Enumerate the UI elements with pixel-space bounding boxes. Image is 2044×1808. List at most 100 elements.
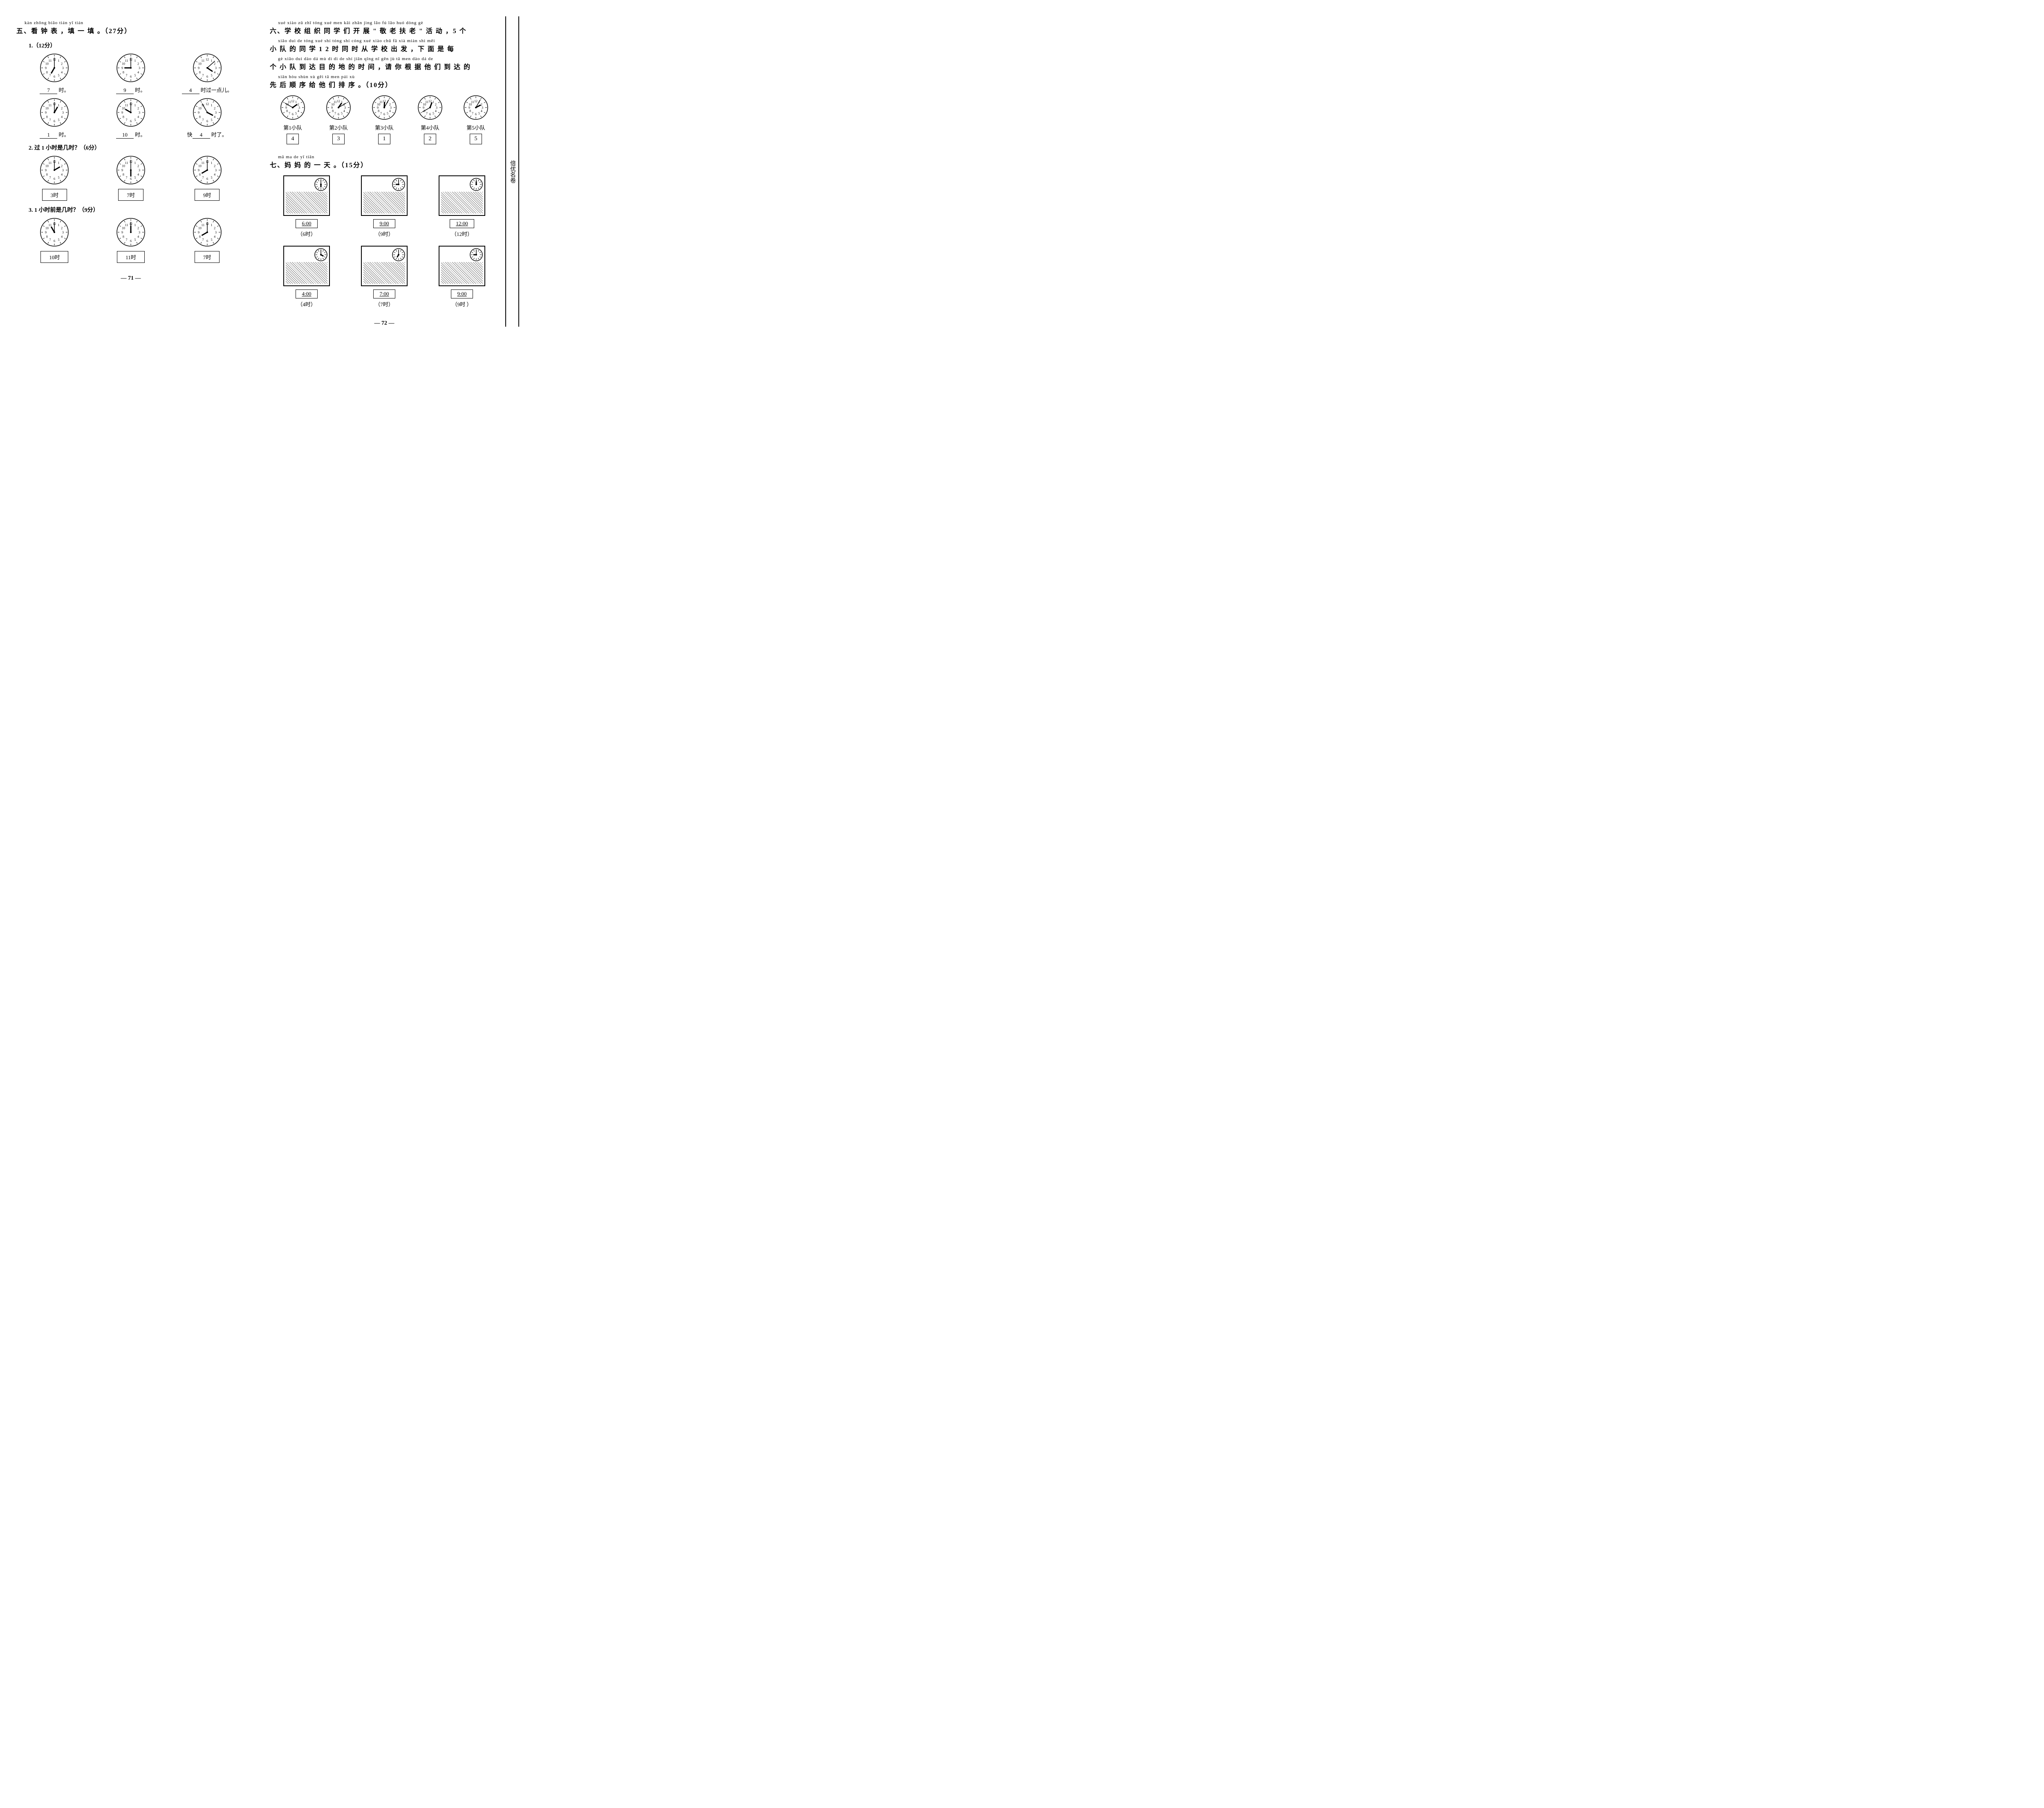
svg-text:9: 9 [45,168,47,172]
pinyin-text: xiǎo duì de tóng xué shí tóng shí cóng x… [278,38,499,43]
svg-text:10: 10 [122,227,125,230]
svg-text:4: 4 [61,115,63,119]
svg-text:6: 6 [338,112,339,116]
svg-text:5: 5 [295,112,297,115]
svg-text:6: 6 [383,112,385,116]
q3-label: 3. 1 小时前是几时？（9分） [29,206,245,214]
team-name: 第2小队 [320,123,357,131]
time-box: 7:00 [373,289,395,298]
svg-text:6: 6 [130,239,132,243]
time-sub: （7时） [354,300,415,308]
svg-text:10: 10 [45,107,49,110]
svg-text:8: 8 [199,173,200,177]
text-line: 六、学 校 组 织 同 学 们 开 展 " 敬 老 扶 老 " 活 动 ，5 个 [270,25,499,35]
svg-text:10: 10 [198,107,201,110]
clock-icon: 123456789101112 [26,218,83,249]
svg-text:1: 1 [211,59,212,63]
team-name: 第4小队 [412,123,448,131]
svg-text:11: 11 [49,223,52,227]
svg-text:9: 9 [377,106,379,110]
svg-text:1: 1 [134,223,136,227]
svg-text:6: 6 [206,177,208,181]
svg-text:3: 3 [139,168,140,172]
svg-text:3: 3 [62,66,64,70]
svg-text:6: 6 [292,112,294,116]
clock-item: 123456789101112 10 时。 [102,98,159,139]
svg-text:8: 8 [46,173,48,177]
svg-text:10: 10 [45,227,49,230]
clock-item: 123456789101112 9 时。 [102,54,159,94]
clock-icon: 123456789101112 [102,218,159,249]
team-name: 第3小队 [366,123,403,131]
svg-text:12: 12 [428,99,432,103]
svg-text:6: 6 [130,119,132,123]
svg-text:6: 6 [130,177,132,181]
svg-text:6: 6 [206,239,208,243]
clock-icon [470,178,483,191]
answer-box: 7时 [195,251,220,263]
section-5-header: kàn zhōng biǎo tián yī tián 五、看 钟 表 ，填 一… [16,20,245,35]
svg-text:5: 5 [478,112,480,115]
clock-icon: 123456789101112 [274,95,311,122]
q3-row: 123456789101112 10时 123456789101112 11时 … [16,218,245,263]
svg-text:7: 7 [426,112,428,115]
svg-text:5: 5 [211,176,212,179]
svg-text:5: 5 [58,74,60,77]
svg-text:12: 12 [474,99,477,103]
svg-text:2: 2 [61,62,63,66]
clock-icon [392,178,405,191]
picture-item: 12:00 （12时） [431,175,493,238]
answer-box: 10时 [40,251,68,263]
svg-text:1: 1 [58,103,60,107]
answer-box: 3时 [42,189,67,201]
svg-text:2: 2 [61,107,63,110]
rank-box: 1 [378,134,390,144]
svg-text:7: 7 [380,112,382,115]
answer-box: 9时 [195,189,220,201]
svg-text:1: 1 [58,161,60,165]
svg-text:5: 5 [211,74,212,77]
svg-text:9: 9 [45,231,47,234]
svg-text:4: 4 [137,71,139,74]
svg-text:4: 4 [214,173,215,177]
rank-box: 3 [332,134,345,144]
team-item: 123456789101112 第5小队 5 [457,95,494,144]
svg-text:10: 10 [45,62,49,66]
section-7-header: mā ma de yī tiān 七、妈 妈 的 一 天 。（15分） [270,155,499,169]
svg-text:8: 8 [123,235,124,239]
section-title: 七、妈 妈 的 一 天 。（15分） [270,159,499,169]
clock-icon: 123456789101112 [102,54,159,84]
banner-text: 倍优名卷 [508,160,516,183]
clock-icon: 123456789101112 [412,95,448,122]
clock-answer: 4 时过一点儿。 [179,86,236,94]
svg-text:9: 9 [423,106,424,110]
clock-icon: 123456789101112 [102,156,159,186]
rank-box: 4 [287,134,299,144]
clock-icon [470,248,483,261]
svg-text:10: 10 [198,227,201,230]
svg-text:7: 7 [472,112,473,115]
clock-icon: 123456789101112 [366,95,403,122]
svg-text:9: 9 [45,111,47,114]
page-72: xué xiào zǔ zhī tóng xué men kāi zhǎn jì… [270,16,499,327]
picture-frame [439,175,485,216]
clock-icon: 123456789101112 [26,54,83,84]
team-item: 123456789101112 第3小队 1 [366,95,403,144]
team-item: 123456789101112 第1小队 4 [274,95,311,144]
picture-frame [361,175,408,216]
team-name: 第1小队 [274,123,311,131]
page-number: — 71 — [16,275,245,282]
svg-text:7: 7 [289,112,290,115]
clock-item: 123456789101112 3时 [26,156,83,201]
picture-frame [283,175,330,216]
time-box: 6:00 [296,219,317,228]
team-name: 第5小队 [457,123,494,131]
svg-text:5: 5 [211,238,212,242]
svg-text:5: 5 [134,176,136,179]
clock-icon: 123456789101112 [26,98,83,129]
svg-text:11: 11 [471,100,474,104]
svg-text:4: 4 [214,71,215,74]
svg-text:9: 9 [121,168,123,172]
svg-text:9: 9 [468,106,470,110]
svg-text:4: 4 [214,235,215,239]
